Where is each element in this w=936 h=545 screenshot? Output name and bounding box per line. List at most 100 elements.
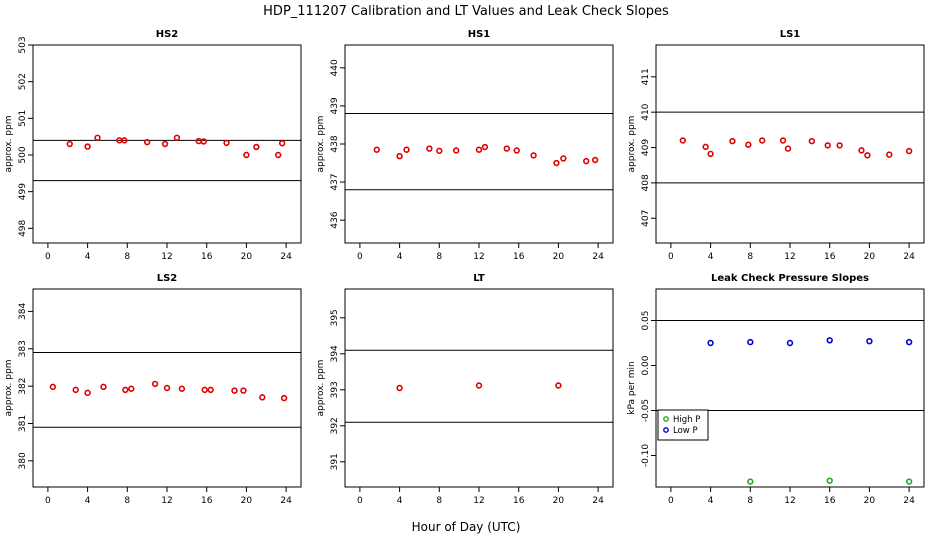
y-tick-label: 438: [330, 135, 340, 152]
data-point: [223, 139, 230, 147]
data-point: [84, 143, 91, 150]
data-point: [824, 142, 831, 149]
x-tick-label: 8: [747, 252, 753, 262]
x-tick-label: 8: [747, 496, 753, 506]
panel-title: LS2: [157, 273, 178, 284]
x-tick-label: 16: [201, 252, 213, 262]
panel-2: LS1 approx. ppm 0 4 8 12 16 20 24 407 408 409 410 411: [627, 29, 925, 262]
x-tick-label: 4: [397, 252, 403, 262]
data-point: [759, 137, 766, 144]
y-tick-label: 411: [641, 68, 651, 85]
data-point: [121, 137, 128, 144]
data-point: [128, 385, 135, 392]
x-tick-label: 4: [397, 496, 403, 506]
y-tick-label: 407: [641, 210, 651, 227]
panel-title: LS1: [780, 29, 801, 40]
data-point: [745, 141, 752, 148]
y-axis-label: approx. ppm: [316, 116, 326, 173]
data-point: [396, 384, 403, 392]
x-tick-label: 4: [85, 252, 91, 262]
y-axis-label: approx. ppm: [4, 360, 14, 417]
data-point: [49, 383, 57, 391]
data-point: [231, 387, 238, 394]
x-tick-label: 8: [436, 252, 442, 262]
data-point: [84, 389, 91, 397]
y-tick-label: 501: [18, 110, 28, 127]
x-tick-label: 0: [668, 252, 674, 262]
legend-marker: [663, 416, 669, 422]
data-point: [403, 146, 410, 153]
y-tick-label: 0.00: [641, 355, 651, 375]
panel-3: LS2 approx. ppm 0 4 8 12 16 20 24 380 381 382 383 384: [4, 273, 302, 506]
y-tick-label: 498: [18, 219, 28, 236]
x-tick-label: 16: [513, 496, 525, 506]
y-tick-label: -0.05: [641, 399, 651, 422]
plot-frame: [344, 44, 614, 244]
y-tick-label: 383: [18, 340, 28, 357]
data-point: [858, 147, 865, 154]
data-point: [100, 383, 107, 391]
x-tick-label: 4: [85, 496, 91, 506]
y-tick-label: 499: [18, 183, 28, 200]
data-point: [560, 155, 567, 162]
data-point: [530, 152, 537, 159]
data-point: [707, 339, 714, 347]
data-point: [513, 147, 520, 154]
data-point: [200, 138, 207, 145]
data-point: [826, 337, 833, 344]
data-point: [195, 137, 202, 145]
data-point: [259, 394, 266, 401]
data-point: [747, 338, 754, 346]
data-point: [151, 380, 159, 388]
y-tick-label: 437: [330, 173, 340, 190]
data-point: [122, 386, 129, 394]
y-tick-label: 410: [641, 103, 651, 120]
x-tick-label: 16: [824, 252, 836, 262]
legend-box: [657, 409, 709, 441]
data-point: [72, 386, 79, 394]
data-point: [173, 134, 181, 141]
data-point: [808, 137, 816, 145]
x-tick-label: 0: [45, 496, 51, 506]
data-point: [905, 338, 913, 346]
y-tick-label: 439: [330, 97, 340, 114]
panel-title: Leak Check Pressure Slopes: [711, 273, 869, 284]
panel-title: HS2: [156, 29, 179, 40]
x-tick-label: 20: [241, 252, 253, 262]
y-axis-label: approx. ppm: [316, 360, 326, 417]
panel-1: HS1 approx. ppm 0 4 8 12 16 20 24 436 437 438 439 440: [316, 29, 614, 262]
data-point: [280, 394, 288, 402]
x-tick-label: 0: [357, 496, 363, 506]
data-point: [886, 151, 893, 158]
panel-5: Leak Check Pressure Slopes kPa per min 0 4 8…: [627, 273, 925, 506]
y-tick-label: 503: [18, 36, 28, 53]
data-point: [373, 146, 380, 153]
data-point: [143, 138, 151, 146]
panel-title: HS1: [468, 29, 491, 40]
x-tick-label: 12: [784, 252, 795, 262]
x-tick-label: 24: [903, 496, 915, 506]
data-point: [905, 478, 913, 485]
data-point: [475, 146, 483, 153]
panel-4: LT approx. ppm 0 4 8 12 16 20 24 391 392 393 394 395: [316, 273, 614, 506]
data-point: [503, 145, 510, 152]
x-tick-label: 16: [824, 496, 836, 506]
data-point: [707, 150, 714, 158]
x-tick-label: 8: [124, 496, 130, 506]
y-axis-label: approx. ppm: [4, 116, 14, 173]
x-tick-label: 12: [161, 252, 172, 262]
x-tick-label: 24: [280, 496, 292, 506]
y-axis-label: kPa per min: [627, 361, 637, 414]
x-tick-label: 12: [161, 496, 172, 506]
plot-frame: [655, 44, 925, 244]
data-point: [836, 142, 843, 149]
figure-title: HDP_111207 Calibration and LT Values and…: [263, 4, 669, 19]
x-tick-label: 16: [201, 496, 213, 506]
y-tick-label: 380: [18, 452, 28, 469]
x-tick-label: 24: [280, 252, 292, 262]
legend-label: Low P: [673, 426, 698, 436]
data-point: [779, 137, 787, 144]
data-point: [240, 387, 247, 394]
